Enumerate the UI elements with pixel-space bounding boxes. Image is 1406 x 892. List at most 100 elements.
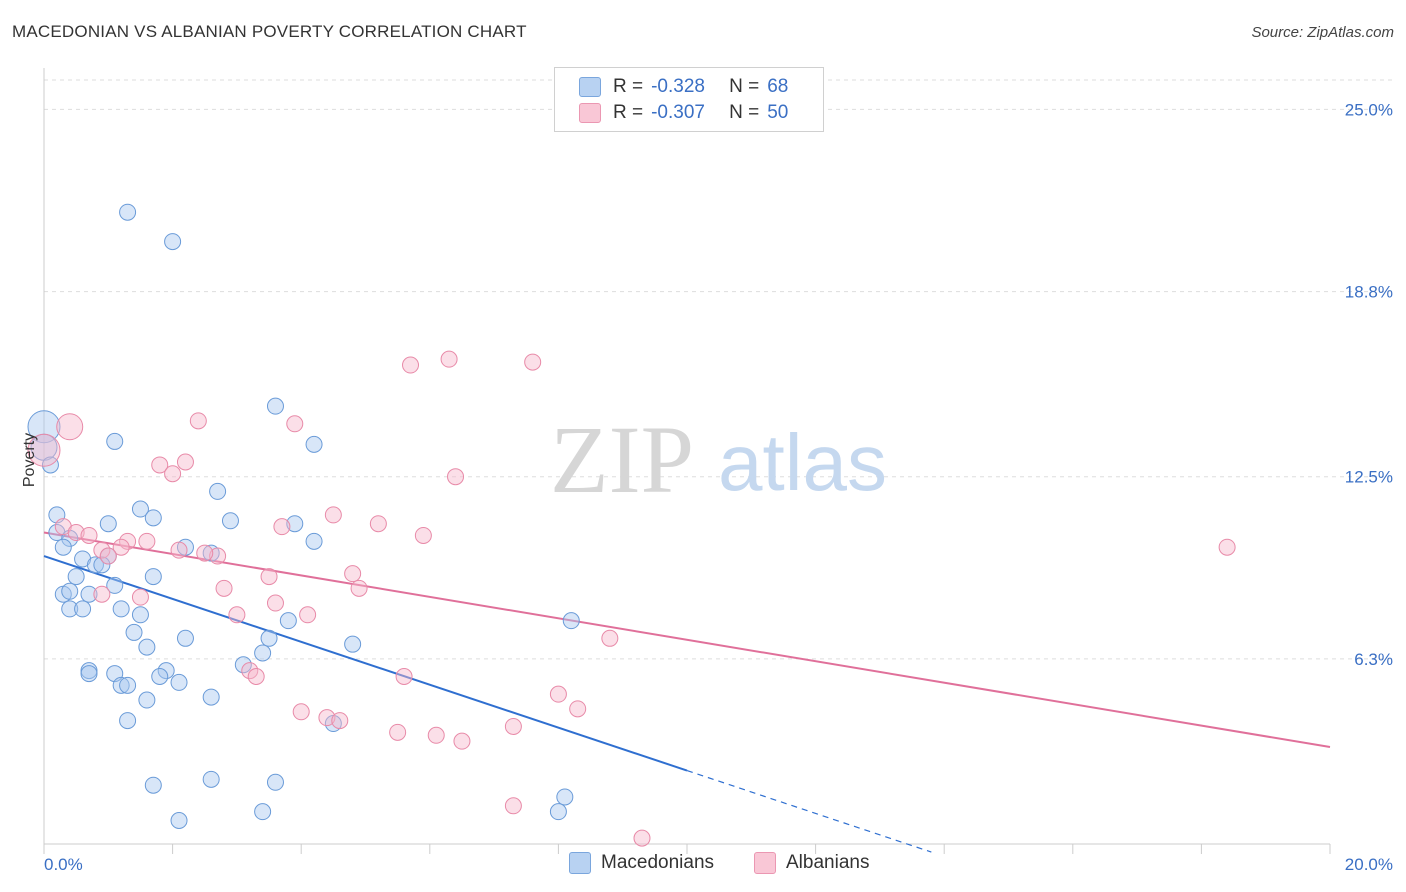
y-tick-label: 12.5% xyxy=(1345,468,1393,487)
albanian-point xyxy=(402,356,420,374)
macedonian-point xyxy=(106,576,124,594)
albanian-point xyxy=(350,579,368,597)
macedonian-point xyxy=(305,435,323,453)
source-label: Source: ZipAtlas.com xyxy=(1251,24,1394,41)
bottom-legend-macedonians[interactable]: Macedonians xyxy=(569,852,714,874)
albanian-point xyxy=(427,726,445,744)
albanian-point xyxy=(524,353,542,371)
macedonian-point xyxy=(151,668,169,686)
albanian-point xyxy=(395,668,413,686)
macedonian-point xyxy=(80,585,98,603)
macedonian-swatch xyxy=(579,77,601,97)
macedonian-trend-extension xyxy=(686,769,932,853)
albanian-point xyxy=(286,415,304,433)
macedonian-r-value: -0.328 xyxy=(651,76,705,97)
x-tick-label-max: 20.0% xyxy=(1345,855,1393,874)
albanian-point xyxy=(453,732,471,750)
legend-row-macedonians: R = -0.328 N = 68 xyxy=(579,75,788,99)
albanian-point xyxy=(260,568,278,586)
macedonian-point xyxy=(54,538,72,556)
watermark-zip: ZIP xyxy=(550,406,694,513)
watermark-atlas: atlas xyxy=(718,418,887,507)
albanian-point xyxy=(389,723,407,741)
macedonian-point xyxy=(266,397,284,415)
macedonian-point xyxy=(286,515,304,533)
macedonian-point xyxy=(119,203,137,221)
albanian-point xyxy=(440,350,458,368)
albanian-point xyxy=(67,524,85,542)
albanian-point xyxy=(196,544,214,562)
macedonian-point xyxy=(170,673,188,691)
macedonian-point xyxy=(562,612,580,630)
macedonian-point xyxy=(131,500,149,518)
albanian-point xyxy=(131,588,149,606)
albanian-point xyxy=(504,717,522,735)
macedonian-point xyxy=(80,665,98,683)
macedonian-point xyxy=(144,568,162,586)
axis-labels: 6.3% 12.5% 18.8% 25.0% 0.0% 20.0% Poverty xyxy=(21,100,1393,874)
albanian-point xyxy=(27,433,61,467)
albanian-point xyxy=(93,541,111,559)
albanian-point xyxy=(447,468,465,486)
y-tick-label: 25.0% xyxy=(1345,100,1393,119)
macedonian-points xyxy=(27,203,580,829)
albanian-point xyxy=(247,668,265,686)
macedonian-point xyxy=(157,662,175,680)
axes xyxy=(43,68,1331,854)
watermark: ZIP atlas xyxy=(550,406,887,513)
macedonian-point xyxy=(266,773,284,791)
macedonian-point xyxy=(119,712,137,730)
macedonian-point xyxy=(138,638,156,656)
macedonian-point xyxy=(112,676,130,694)
albanian-point xyxy=(414,526,432,544)
macedonian-point xyxy=(305,532,323,550)
macedonian-point xyxy=(138,691,156,709)
albanian-point xyxy=(209,547,227,565)
macedonian-trend-line xyxy=(43,555,688,772)
macedonian-n-label: N = xyxy=(729,76,760,97)
bottom-legend-albanians[interactable]: Albanians xyxy=(754,852,869,874)
macedonian-point xyxy=(27,410,61,444)
macedonian-point xyxy=(170,811,188,829)
macedonian-point xyxy=(112,600,130,618)
albanian-n-label: N = xyxy=(729,102,760,123)
macedonian-point xyxy=(67,568,85,586)
albanian-point xyxy=(164,465,182,483)
albanian-trend-line xyxy=(43,531,1331,749)
macedonian-n-value: 68 xyxy=(767,76,789,97)
macedonian-point xyxy=(209,482,227,500)
macedonian-point xyxy=(74,600,92,618)
macedonian-point xyxy=(164,233,182,251)
y-tick-label: 6.3% xyxy=(1354,650,1393,669)
macedonian-point xyxy=(556,788,574,806)
albanian-point xyxy=(112,538,130,556)
stats-legend: R = -0.328 N = 68 R = -0.307 N = 50 xyxy=(554,67,824,132)
macedonian-point xyxy=(260,629,278,647)
chart-title: MACEDONIAN VS ALBANIAN POVERTY CORRELATI… xyxy=(12,22,527,41)
albanian-point xyxy=(56,413,84,441)
macedonian-point xyxy=(254,644,272,662)
albanian-point xyxy=(138,532,156,550)
macedonian-point xyxy=(144,509,162,527)
albanian-point xyxy=(601,629,619,647)
macedonian-r-label: R = xyxy=(613,76,644,97)
macedonian-point xyxy=(125,623,143,641)
trend-lines xyxy=(43,531,1331,853)
albanian-point xyxy=(549,685,567,703)
albanian-point xyxy=(176,453,194,471)
macedonian-point xyxy=(144,776,162,794)
legend-row-albanians: R = -0.307 N = 50 xyxy=(579,101,788,125)
albanian-point xyxy=(1218,538,1236,556)
albanian-point xyxy=(504,797,522,815)
macedonian-point xyxy=(106,432,124,450)
albanian-point xyxy=(344,565,362,583)
macedonian-legend-label: Macedonians xyxy=(601,852,715,873)
albanian-point xyxy=(170,541,188,559)
albanian-point xyxy=(292,703,310,721)
y-axis-title: Poverty xyxy=(21,433,38,487)
macedonian-point xyxy=(99,515,117,533)
albanian-n-value: 50 xyxy=(767,102,789,123)
macedonian-point xyxy=(93,556,111,574)
albanian-point xyxy=(273,518,291,536)
